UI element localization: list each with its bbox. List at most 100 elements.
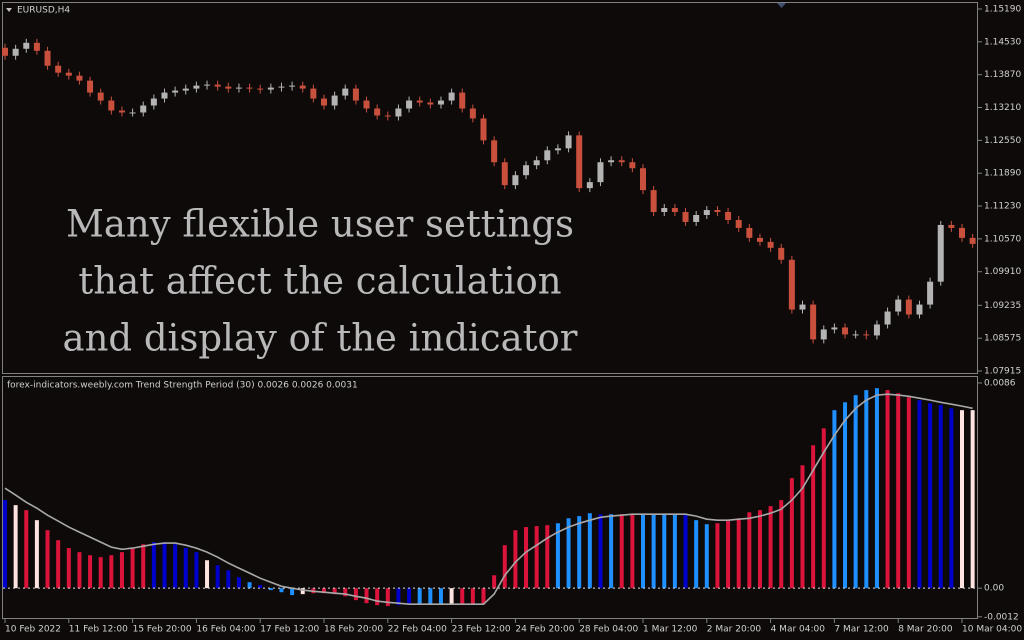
candle-body bbox=[597, 162, 604, 183]
candle-body bbox=[480, 118, 487, 141]
candle-body bbox=[321, 98, 327, 106]
candle-body bbox=[150, 98, 157, 106]
histogram-bar bbox=[672, 514, 677, 589]
candle-body bbox=[959, 227, 965, 238]
histogram-bar bbox=[205, 560, 210, 589]
candle-body bbox=[895, 299, 902, 312]
marks: 1.15190 1.14530 1.13870 1.13210 1.12550 1.118… bbox=[2, 4, 1022, 635]
candle-body bbox=[246, 87, 253, 89]
candle-body bbox=[406, 100, 413, 109]
x-tick-label: 17 Feb 12:00 bbox=[260, 625, 319, 635]
x-tick-label: 16 Feb 04:00 bbox=[196, 625, 255, 635]
histogram-bar bbox=[385, 588, 390, 607]
histogram-bar bbox=[800, 465, 805, 589]
histogram-bar bbox=[130, 548, 135, 589]
y-tick-label: 1.09235 bbox=[984, 301, 1021, 311]
candle-body bbox=[523, 165, 530, 176]
candle-body bbox=[693, 214, 700, 222]
histogram-bar bbox=[757, 510, 762, 589]
candle-body bbox=[12, 48, 19, 56]
candle-body bbox=[629, 162, 636, 169]
histogram-bar bbox=[577, 516, 582, 589]
candle-body bbox=[756, 237, 763, 242]
candle-body bbox=[342, 88, 349, 96]
candle-body bbox=[969, 237, 976, 244]
overlay-line: that affect the calculation bbox=[78, 260, 561, 303]
histogram-bar bbox=[449, 588, 454, 605]
symbol-menu-arrow[interactable] bbox=[6, 8, 12, 12]
candle-body bbox=[788, 259, 795, 310]
histogram-bar bbox=[236, 577, 241, 589]
histogram-bar bbox=[513, 530, 518, 589]
histogram-bar bbox=[24, 510, 29, 589]
y-tick-label: 1.14530 bbox=[984, 37, 1021, 47]
histogram-bar bbox=[928, 403, 933, 589]
candle-body bbox=[108, 100, 115, 111]
candle-body bbox=[23, 42, 30, 49]
candle-body bbox=[44, 50, 51, 66]
histogram-bar bbox=[630, 514, 635, 589]
candle-body bbox=[863, 334, 870, 336]
candle-body bbox=[565, 135, 572, 149]
histogram-bar bbox=[290, 588, 295, 596]
y-tick-label: 1.07915 bbox=[984, 367, 1021, 377]
histogram-bar bbox=[917, 400, 922, 589]
histogram-bar bbox=[183, 548, 188, 589]
candle-body bbox=[512, 175, 519, 186]
histogram-bar bbox=[694, 520, 699, 589]
candle-body bbox=[725, 212, 732, 220]
shift-marker bbox=[777, 3, 786, 8]
candle-body bbox=[459, 92, 466, 109]
candle-body bbox=[55, 65, 62, 73]
histogram-bar bbox=[109, 555, 114, 589]
candle-body bbox=[65, 72, 72, 76]
histogram-bar bbox=[119, 552, 124, 589]
histogram-bar bbox=[779, 500, 784, 589]
candle-body bbox=[2, 47, 8, 56]
signal-line bbox=[4, 393, 973, 605]
indicator-title: forex-indicators.weebly.com Trend Streng… bbox=[7, 381, 358, 391]
x-tick-label: 23 Feb 12:00 bbox=[452, 625, 511, 635]
y-tick-label: 1.13870 bbox=[984, 70, 1021, 80]
candle-body bbox=[140, 105, 147, 113]
candle-body bbox=[703, 210, 710, 215]
y-tick-label: 0.00 bbox=[984, 584, 1004, 594]
candle-body bbox=[416, 100, 423, 103]
histogram-bar bbox=[343, 588, 348, 597]
histogram-bar bbox=[375, 588, 380, 606]
candle-body bbox=[799, 304, 806, 310]
x-tick-label: 4 Mar 04:00 bbox=[771, 625, 826, 635]
histogram-bar bbox=[470, 588, 475, 605]
histogram-bar bbox=[77, 552, 82, 589]
histogram-bar bbox=[194, 552, 199, 589]
y-tick-label: 1.09910 bbox=[984, 267, 1021, 277]
histogram-bar bbox=[683, 515, 688, 589]
histogram-bar bbox=[279, 588, 284, 593]
candle-body bbox=[501, 162, 508, 186]
candle-body bbox=[87, 80, 94, 93]
histogram-bar bbox=[651, 514, 656, 589]
candle-body bbox=[927, 281, 934, 305]
candle-body bbox=[778, 247, 785, 260]
x-tick-label: 8 Mar 20:00 bbox=[898, 625, 953, 635]
histogram-bar bbox=[162, 542, 167, 589]
candle-body bbox=[118, 110, 125, 113]
y-tick-label: 1.10570 bbox=[984, 234, 1021, 244]
histogram-bar bbox=[843, 402, 848, 589]
x-tick-label: 18 Feb 20:00 bbox=[324, 625, 383, 635]
y-tick-label: 1.13210 bbox=[984, 103, 1021, 113]
candle-body bbox=[661, 208, 668, 213]
candle-body bbox=[257, 88, 264, 90]
candle-body bbox=[618, 160, 625, 163]
candle-body bbox=[331, 95, 338, 106]
candle-body bbox=[214, 84, 221, 87]
histogram-bar bbox=[88, 555, 93, 589]
histogram-bar bbox=[896, 393, 901, 589]
candle-body bbox=[267, 87, 274, 90]
candle-body bbox=[767, 241, 774, 248]
histogram-bar bbox=[832, 410, 837, 589]
candle-body bbox=[278, 86, 285, 88]
candle-body bbox=[289, 85, 296, 87]
histogram-bar bbox=[811, 445, 816, 589]
